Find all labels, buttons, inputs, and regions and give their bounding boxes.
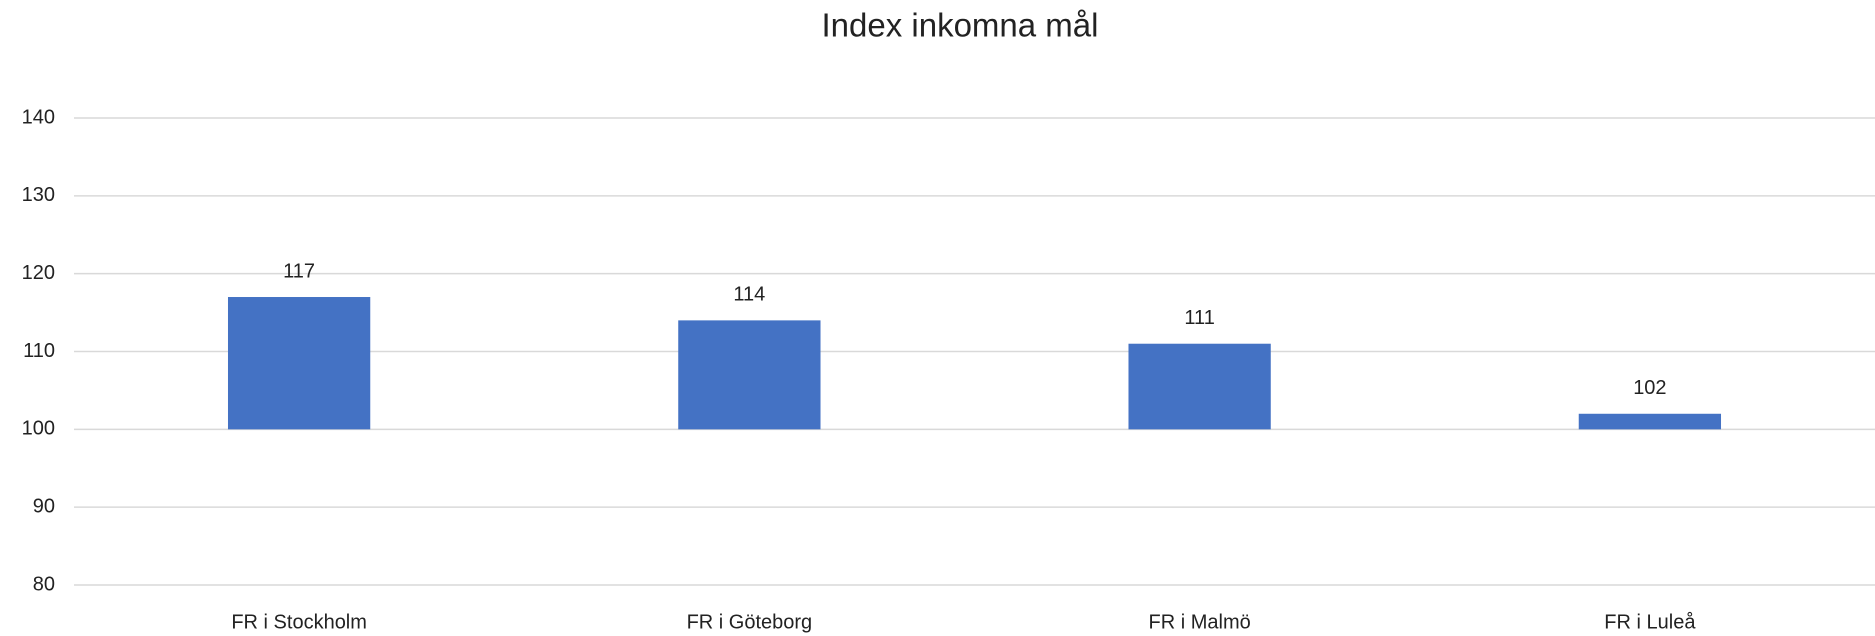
- y-tick-label: 100: [22, 418, 55, 440]
- bar: [678, 320, 821, 430]
- y-tick-label: 130: [22, 184, 55, 206]
- data-label: 102: [1633, 377, 1666, 399]
- y-tick-label: 120: [22, 262, 55, 284]
- x-tick-label: FR i Stockholm: [231, 611, 367, 633]
- y-tick-label: 110: [23, 340, 55, 362]
- x-tick-label: FR i Göteborg: [687, 611, 813, 633]
- x-tick-label: FR i Luleå: [1604, 611, 1696, 633]
- data-label: 117: [283, 260, 315, 282]
- bar: [1128, 343, 1271, 430]
- data-label: 111: [1184, 307, 1214, 329]
- bar: [1578, 413, 1722, 430]
- y-tick-label: 80: [33, 573, 55, 595]
- y-tick-label: 90: [33, 495, 55, 517]
- y-tick-label: 140: [22, 106, 55, 128]
- x-tick-label: FR i Malmö: [1149, 611, 1251, 633]
- bar: [227, 297, 371, 430]
- data-label: 114: [733, 284, 765, 306]
- chart-title: Index inkomna mål: [822, 7, 1099, 44]
